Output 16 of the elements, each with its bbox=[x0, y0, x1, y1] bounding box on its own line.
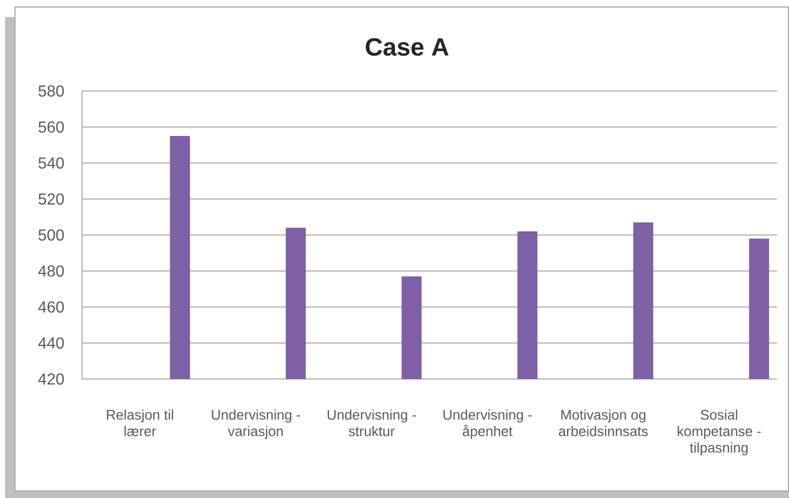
y-tick-label: 560 bbox=[38, 121, 64, 133]
y-tick-label: 440 bbox=[38, 337, 64, 349]
x-tick-label: Undervisning - variasjon bbox=[212, 410, 300, 439]
y-tick-label: 520 bbox=[38, 193, 64, 205]
y-tick-label: 500 bbox=[38, 229, 64, 241]
y-tick-label: 480 bbox=[38, 265, 64, 277]
y-tick-label: 580 bbox=[38, 85, 64, 97]
y-tick-label: 540 bbox=[38, 157, 64, 169]
x-tick-label: Undervisning - åpenhet bbox=[444, 410, 532, 439]
x-tick-label: Undervisning - struktur bbox=[328, 410, 416, 436]
x-tick-label: Relasjon til lærer bbox=[106, 410, 174, 436]
y-tick-label: 420 bbox=[38, 373, 64, 385]
y-tick-label: 460 bbox=[38, 301, 64, 313]
chart-title: Case A bbox=[366, 38, 449, 56]
x-tick-label: Motivasjon og arbeidsinnsats bbox=[558, 410, 648, 436]
x-tick-label: Sosial kompetanse - tilpasning bbox=[678, 410, 761, 456]
